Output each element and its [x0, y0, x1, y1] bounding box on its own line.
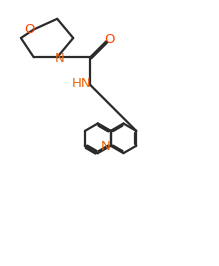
- Text: HN: HN: [72, 77, 91, 90]
- Text: O: O: [24, 23, 34, 36]
- Text: N: N: [55, 52, 64, 65]
- Text: N: N: [101, 140, 111, 153]
- Text: O: O: [104, 33, 115, 46]
